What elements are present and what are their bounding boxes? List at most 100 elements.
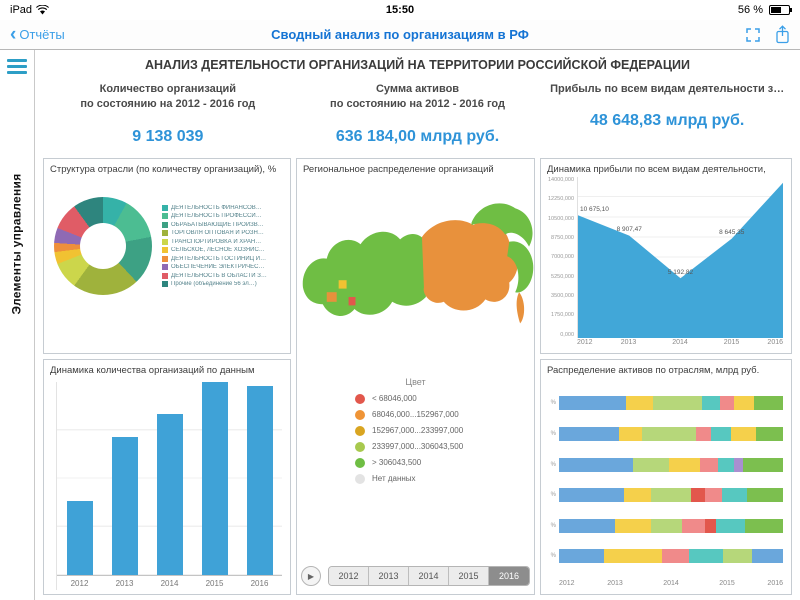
area-x-label: 2016	[767, 338, 783, 346]
bar[interactable]	[246, 386, 273, 575]
area-y-tick: 8750,000	[551, 234, 574, 241]
russia-map[interactable]	[297, 177, 535, 369]
kpi-value: 48 648,83 млрд руб.	[589, 112, 745, 130]
year-button-2014[interactable]: 2014	[409, 567, 449, 585]
bar-track	[102, 381, 147, 576]
donut-legend-swatch	[162, 230, 168, 237]
stacked-segment	[559, 488, 624, 503]
stacked-segment	[702, 396, 721, 411]
stacked-bar[interactable]	[559, 457, 783, 472]
stacked-segment	[733, 396, 754, 411]
bar-year-label: 2012	[70, 578, 89, 588]
kpi-label: Количество организаций по состоянию на 2…	[47, 82, 289, 113]
timeline: ▶ 2012 2013 2014 2015 2016	[297, 558, 534, 594]
map-legend-swatch	[355, 441, 365, 452]
map-legend-title: Цвет	[405, 376, 426, 387]
stacked-segment	[626, 396, 654, 411]
bar[interactable]	[111, 437, 138, 575]
area-shape	[578, 182, 783, 338]
area-plot[interactable]: 10 675,10 8 907,47 5 192,82 8 645,35	[577, 176, 783, 338]
stacked-x-label: 2013	[607, 580, 623, 587]
stacked-y-tick: %	[550, 400, 556, 407]
bar[interactable]	[201, 381, 228, 575]
bar-track	[57, 381, 102, 576]
stacked-segment	[722, 488, 748, 503]
donut-legend-item: ДЕЯТЕЛЬНОСТЬ ГОСТИНИЦ И…	[162, 255, 284, 262]
stacked-bar[interactable]	[559, 549, 783, 564]
area-x-label: 2012	[577, 338, 593, 346]
stacked-bar[interactable]	[559, 426, 783, 441]
menu-button[interactable]	[7, 59, 27, 74]
bar-track	[147, 381, 192, 576]
fullscreen-icon	[746, 27, 760, 42]
year-button-2015[interactable]: 2015	[449, 567, 489, 585]
area-y-tick: 14000,000	[548, 176, 574, 183]
nav-bar: ‹ Отчёты Сводный анализ по организациям …	[0, 20, 800, 50]
year-button-2012[interactable]: 2012	[329, 567, 369, 585]
area-point-label: 8 907,47	[616, 226, 642, 234]
page-title: АНАЛИЗ ДЕЯТЕЛЬНОСТИ ОРГАНИЗАЦИЙ НА ТЕРРИ…	[145, 58, 690, 72]
stacked-segment	[559, 518, 615, 533]
map-legend-item: > 306043,500	[355, 457, 534, 468]
map-legend-swatch	[355, 393, 365, 404]
kpi-row: Количество организаций по состоянию на 2…	[43, 82, 792, 146]
panel-region-map: Региональное распределение организаций Ц…	[296, 157, 535, 595]
year-buttons: 2012 2013 2014 2015 2016	[328, 566, 530, 586]
bar[interactable]	[66, 501, 93, 575]
stacked-segment	[688, 549, 723, 564]
donut-legend-label: Прочие (объединение 56 эл…)	[171, 281, 257, 288]
stacked-segment	[650, 488, 692, 503]
donut-legend-label: ТОРГОВЛЯ ОПТОВАЯ И РОЗН…	[171, 230, 264, 237]
stacked-segment	[615, 518, 651, 533]
stacked-segment	[623, 488, 651, 503]
status-time: 15:50	[385, 4, 415, 16]
donut-legend-swatch	[162, 213, 168, 220]
bar-year-label: 2014	[160, 578, 179, 588]
donut-legend-swatch	[162, 238, 168, 245]
bar[interactable]	[156, 413, 183, 575]
play-button[interactable]: ▶	[301, 566, 321, 586]
stacked-segment	[619, 426, 642, 441]
stacked-segment	[753, 396, 783, 411]
stacked-bar[interactable]	[559, 488, 783, 503]
map-legend-item: < 68046,000	[355, 393, 534, 404]
share-button[interactable]	[775, 25, 790, 44]
bar-chart-plot: 2012 2013 2014 2015 2016	[56, 381, 282, 590]
map-legend-label: > 306043,500	[372, 458, 422, 468]
map-legend-item: 68046,000...152967,000	[355, 409, 534, 420]
stacked-x-label: 2016	[767, 580, 783, 587]
stacked-segment	[662, 549, 689, 564]
year-button-2013[interactable]: 2013	[369, 567, 409, 585]
back-button[interactable]: ‹ Отчёты	[10, 23, 65, 45]
panel-industry-structure: Структура отрасли (по количеству организ…	[43, 157, 291, 354]
battery-percent: 56 %	[737, 4, 763, 16]
donut-legend-label: СЕЛЬСКОЕ, ЛЕСНОЕ ХОЗЯЙС…	[171, 247, 265, 254]
map-legend-label: 68046,000...152967,000	[372, 410, 459, 420]
stacked-segment	[668, 457, 701, 472]
donut-chart[interactable]	[54, 196, 152, 295]
year-button-2016[interactable]: 2016	[489, 567, 529, 585]
stacked-segment	[756, 426, 783, 441]
stacked-bar[interactable]	[559, 518, 783, 533]
back-chevron-icon: ‹	[10, 23, 17, 45]
bar-column: 2013	[102, 381, 147, 590]
map-legend-swatch	[355, 473, 365, 484]
stacked-bar[interactable]	[559, 396, 783, 411]
donut-legend-item: ОБЕСПЕЧЕНИЕ ЭЛЕКТРИЧЕС…	[162, 264, 284, 271]
donut-legend-item: ТРАНСПОРТИРОВКА И ХРАН…	[162, 238, 284, 245]
kpi-label: Прибыль по всем видам деятельности з…	[546, 82, 788, 97]
main-content: АНАЛИЗ ДЕЯТЕЛЬНОСТИ ОРГАНИЗАЦИЙ НА ТЕРРИ…	[35, 50, 800, 600]
donut-legend-swatch	[162, 264, 168, 271]
area-y-tick: 10500,000	[548, 215, 574, 222]
donut-legend-item: ДЕЯТЕЛЬНОСТЬ В ОБЛАСТИ З…	[162, 272, 284, 279]
fullscreen-button[interactable]	[745, 27, 761, 43]
map-legend-item: 233997,000...306043,500	[355, 441, 534, 452]
stacked-segment	[700, 457, 718, 472]
sidebar-vertical-label: Элементы управления	[10, 173, 24, 315]
donut-legend-label: ТРАНСПОРТИРОВКА И ХРАН…	[171, 238, 262, 245]
stacked-segment	[742, 457, 783, 472]
stacked-row: %	[547, 518, 783, 533]
panel-title: Структура отрасли (по количеству организ…	[50, 163, 277, 175]
kpi-label-line2: по состоянию на 2012 - 2016 год	[330, 98, 505, 111]
play-icon: ▶	[307, 571, 315, 581]
